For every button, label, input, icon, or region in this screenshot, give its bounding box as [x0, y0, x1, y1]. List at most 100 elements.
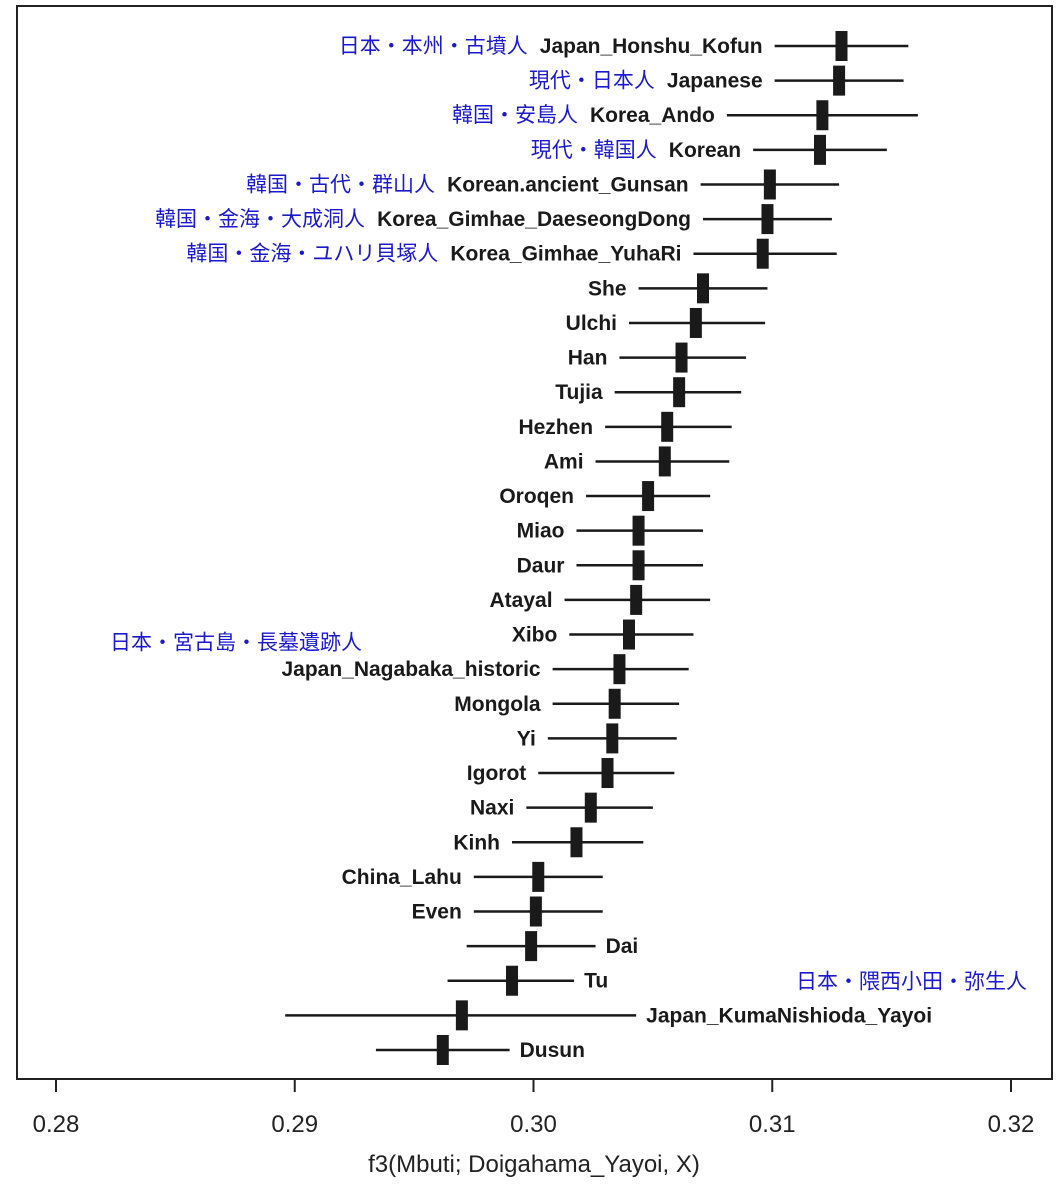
population-label: Atayal: [490, 589, 553, 612]
population-label: Hezhen: [518, 416, 593, 439]
x-tick-label: 0.32: [988, 1111, 1035, 1138]
data-row: Dusun: [375, 1034, 585, 1065]
japanese-annotation: 日本・宮古島・長墓遺跡人: [110, 631, 362, 655]
japanese-annotation: 韓国・金海・大成洞人: [155, 207, 365, 231]
population-label: Korea_Gimhae_DaeseongDong: [377, 208, 691, 231]
population-label: Mongola: [454, 693, 541, 716]
data-row: Ami: [544, 446, 730, 477]
point-estimate-marker: [532, 861, 545, 892]
data-row: China_Lahu: [342, 861, 603, 892]
x-tick-label: 0.28: [33, 1111, 80, 1138]
population-label: Korea_Ando: [590, 104, 715, 127]
population-label: Japan_Honshu_Kofun: [540, 35, 763, 58]
data-row: Naxi: [470, 792, 653, 823]
data-row: Korean 現代・韓国人: [531, 134, 887, 165]
population-label: Dusun: [520, 1039, 585, 1062]
x-axis: 0.28 0.29 0.30 0.31 0.32: [33, 1079, 1035, 1138]
population-label: Miao: [517, 520, 565, 543]
data-row: Ulchi: [566, 307, 766, 338]
point-estimate-marker: [506, 965, 519, 996]
point-estimate-marker: [761, 204, 774, 235]
point-estimate-marker: [584, 792, 597, 823]
data-row: Daur: [517, 550, 704, 581]
japanese-annotation: 韓国・金海・ユハリ貝塚人: [186, 242, 438, 266]
point-estimate-marker: [658, 446, 671, 477]
point-estimate-marker: [689, 307, 702, 338]
point-estimate-marker: [608, 688, 621, 719]
data-row: Korea_Gimhae_DaeseongDong 韓国・金海・大成洞人: [155, 204, 832, 235]
data-row: Tujia: [555, 377, 742, 408]
data-row: Oroqen: [499, 481, 711, 512]
data-rows: Japan_Honshu_Kofun 日本・本州・古墳人 Japanese 現代・日本…: [110, 31, 1027, 1065]
population-label: Korean.ancient_Gunsan: [447, 173, 689, 196]
point-estimate-marker: [642, 481, 655, 512]
population-label: Japan_KumaNishioda_Yayoi: [646, 1004, 932, 1027]
point-estimate-marker: [814, 134, 826, 165]
population-label: Kinh: [453, 831, 500, 854]
x-tick-label: 0.29: [271, 1111, 318, 1138]
population-label: Ulchi: [566, 312, 617, 335]
point-estimate-marker: [529, 896, 542, 927]
x-tick-label: 0.31: [749, 1111, 796, 1138]
point-estimate-marker: [763, 169, 776, 200]
data-row: Xibo 日本・宮古島・長墓遺跡人: [110, 619, 694, 655]
population-label: Dai: [606, 935, 639, 958]
population-label: Ami: [544, 450, 584, 473]
data-row: Japan_Nagabaka_historic: [281, 654, 689, 685]
population-label: China_Lahu: [342, 866, 462, 889]
population-label: Korean: [669, 139, 741, 162]
point-estimate-marker: [661, 411, 674, 442]
population-label: Oroqen: [499, 485, 574, 508]
x-tick-label: 0.30: [510, 1111, 557, 1138]
point-estimate-marker: [455, 1000, 468, 1031]
population-label: Korea_Gimhae_YuhaRi: [450, 243, 681, 266]
japanese-annotation: 日本・隈西小田・弥生人: [796, 969, 1027, 993]
population-label: Japanese: [667, 70, 763, 93]
data-row: Japan_Honshu_Kofun 日本・本州・古墳人: [339, 31, 909, 61]
data-row: Even: [412, 896, 603, 927]
data-row: She: [588, 273, 768, 304]
point-estimate-marker: [835, 31, 848, 61]
data-row: Tu: [447, 965, 608, 996]
population-label: Japan_Nagabaka_historic: [281, 658, 540, 681]
data-row: Japanese 現代・日本人: [529, 65, 904, 96]
data-row: Korea_Gimhae_YuhaRi 韓国・金海・ユハリ貝塚人: [186, 238, 837, 269]
japanese-annotation: 現代・韓国人: [531, 138, 657, 162]
population-label: Yi: [517, 727, 536, 750]
data-row: Japan_KumaNishioda_Yayoi 日本・隈西小田・弥生人: [285, 969, 1027, 1031]
point-estimate-marker: [632, 515, 645, 546]
point-estimate-marker: [613, 654, 626, 685]
point-estimate-marker: [606, 723, 619, 754]
data-row: Dai: [466, 931, 639, 962]
data-row: Korean.ancient_Gunsan 韓国・古代・群山人: [246, 169, 840, 200]
point-estimate-marker: [833, 65, 846, 96]
point-estimate-marker: [697, 273, 710, 304]
population-label: Daur: [517, 554, 565, 577]
japanese-annotation: 韓国・安島人: [452, 103, 578, 127]
data-row: Atayal: [490, 584, 711, 615]
data-row: Hezhen: [518, 411, 732, 442]
population-label: Tu: [584, 970, 608, 993]
point-estimate-marker: [630, 584, 643, 615]
population-label: Naxi: [470, 797, 514, 820]
population-label: Tujia: [555, 381, 603, 404]
x-axis-label: f3(Mbuti; Doigahama_Yayoi, X): [368, 1151, 700, 1178]
japanese-annotation: 現代・日本人: [529, 69, 655, 93]
point-estimate-marker: [673, 377, 686, 408]
data-row: Yi: [517, 723, 677, 754]
data-row: Han: [568, 342, 746, 373]
japanese-annotation: 韓国・古代・群山人: [246, 172, 435, 196]
point-estimate-marker: [632, 550, 645, 581]
point-estimate-marker: [525, 931, 538, 962]
population-label: Han: [568, 347, 608, 370]
point-estimate-marker: [623, 619, 635, 650]
point-estimate-marker: [756, 238, 769, 269]
point-estimate-marker: [675, 342, 688, 373]
point-estimate-marker: [601, 758, 614, 789]
data-row: Kinh: [453, 827, 644, 858]
population-label: She: [588, 277, 627, 300]
point-estimate-marker: [436, 1034, 449, 1065]
population-label: Igorot: [467, 762, 526, 785]
data-row: Mongola: [454, 688, 680, 719]
